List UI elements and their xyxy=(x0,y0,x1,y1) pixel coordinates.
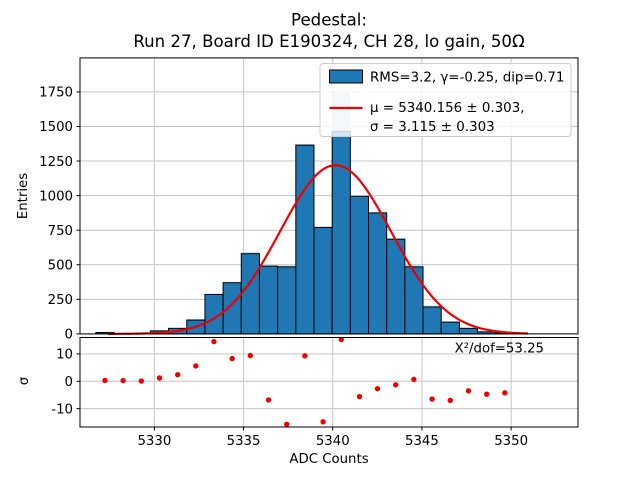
y-tick-label: 1250 xyxy=(39,155,73,170)
y-tick-label: 500 xyxy=(48,258,73,273)
chi2-annotation: X²/dof=53.25 xyxy=(455,342,544,357)
x-tick-label: 5345 xyxy=(405,434,439,449)
residual-dot xyxy=(193,363,198,368)
histogram-legend-swatch xyxy=(330,70,363,83)
histogram-bar xyxy=(278,267,296,334)
legend: RMS=3.2, γ=-0.25, dip=0.71 μ = 5340.156 … xyxy=(320,64,571,137)
x-tick-label: 5340 xyxy=(316,434,350,449)
y-tick-label: 10 xyxy=(56,348,73,363)
plot-title: Pedestal: xyxy=(291,11,367,30)
plot-subtitle: Run 27, Board ID E190324, CH 28, lo gain… xyxy=(133,32,525,51)
main-y-axis-label: Entries xyxy=(16,173,31,219)
histogram-bar xyxy=(314,227,332,333)
histogram-bars xyxy=(96,131,514,334)
histogram-bar xyxy=(423,307,441,334)
x-axis-ticks: 5330 5335 5340 5345 5350 xyxy=(137,427,528,449)
residual-dot xyxy=(502,390,507,395)
residual-dot xyxy=(484,391,489,396)
histogram-bar xyxy=(259,266,277,334)
legend-fit-label-line2: σ = 3.115 ± 0.303 xyxy=(370,120,495,135)
residual-dot xyxy=(302,353,307,358)
y-tick-label: -10 xyxy=(51,402,73,417)
residual-dot xyxy=(266,397,271,402)
residual-dot xyxy=(448,398,453,403)
residual-dot xyxy=(102,378,107,383)
residual-dot xyxy=(157,375,162,380)
residual-dot xyxy=(284,422,289,427)
legend-fit-label-line1: μ = 5340.156 ± 0.303, xyxy=(370,101,524,116)
residual-dot xyxy=(393,382,398,387)
residual-dot xyxy=(229,356,234,361)
residual-dot xyxy=(357,394,362,399)
y-tick-label: 0 xyxy=(65,375,73,390)
histogram-bar xyxy=(459,328,477,334)
x-tick-label: 5330 xyxy=(137,434,171,449)
residual-dot xyxy=(248,353,253,358)
x-axis-label: ADC Counts xyxy=(289,452,368,467)
histogram-bar xyxy=(223,283,241,334)
residual-y-axis-ticks: -10 0 10 xyxy=(51,348,80,418)
y-tick-label: 1000 xyxy=(39,189,73,204)
histogram-bar xyxy=(241,254,259,334)
residual-plot: -10 0 10 5330 5335 5340 5345 5350 X²/dof=53.25… xyxy=(17,337,578,467)
histogram-bar xyxy=(405,267,423,334)
y-tick-label: 0 xyxy=(65,328,73,343)
residual-dot xyxy=(466,388,471,393)
residual-y-axis-label: σ xyxy=(17,376,32,385)
main-y-axis-ticks: 0 250 500 750 1000 1250 1500 1750 xyxy=(39,86,80,343)
residual-dot xyxy=(320,419,325,424)
x-tick-label: 5350 xyxy=(494,434,528,449)
histogram-bar xyxy=(441,322,459,334)
y-tick-label: 250 xyxy=(48,293,73,308)
residual-dot xyxy=(375,386,380,391)
histogram-bar xyxy=(332,131,350,334)
residual-dot xyxy=(175,372,180,377)
histogram-bar xyxy=(369,213,387,334)
residual-dots xyxy=(102,337,507,427)
residual-dot xyxy=(139,378,144,383)
y-tick-label: 1500 xyxy=(39,120,73,135)
y-tick-label: 1750 xyxy=(39,86,73,101)
residual-dot xyxy=(211,339,216,344)
y-tick-label: 750 xyxy=(48,224,73,239)
histogram-bar xyxy=(350,196,368,334)
histogram-bar xyxy=(296,145,314,334)
x-tick-label: 5335 xyxy=(227,434,261,449)
legend-hist-label: RMS=3.2, γ=-0.25, dip=0.71 xyxy=(370,71,564,86)
residual-dot xyxy=(411,377,416,382)
residual-dot xyxy=(429,396,434,401)
residual-dot xyxy=(120,378,125,383)
